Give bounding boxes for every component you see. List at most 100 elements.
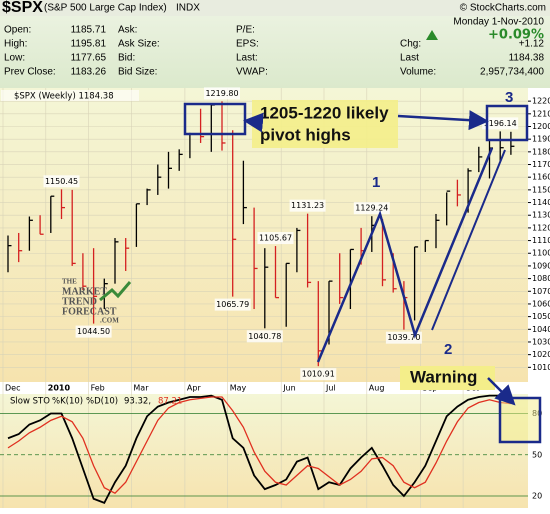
- sto-plot-bg: [0, 394, 528, 508]
- logo-text: THE: [62, 278, 77, 286]
- field-label: Bid:: [118, 53, 135, 64]
- legend-value: 93.32,: [124, 397, 151, 407]
- y-tick-label: 1040: [532, 325, 550, 334]
- y-tick-label: 1120: [532, 223, 550, 232]
- logo-text: TREND: [62, 296, 97, 307]
- value-label: 1065.79: [216, 300, 249, 309]
- label-bg: [482, 117, 519, 130]
- logo-text: MARKET: [62, 286, 107, 297]
- y-tick-label: 20: [532, 492, 542, 501]
- wave-label: 2: [444, 341, 452, 358]
- x-tick-label: 2010: [48, 384, 71, 393]
- change-pct: +0.09%: [488, 28, 544, 43]
- sto-line: [7, 394, 511, 505]
- field-label: Last:: [236, 53, 258, 64]
- arrow: [397, 110, 489, 131]
- exchange: INDX: [176, 3, 200, 14]
- label-bg: [257, 232, 294, 245]
- y-tick-label: 1130: [532, 211, 550, 220]
- wave-line: [431, 149, 506, 331]
- plots: 1010 1020 1030 1040 1050 1060 1070 1080 1090 1100…: [0, 87, 550, 508]
- field-value: 1195.81: [71, 39, 107, 50]
- field-label: VWAP:: [236, 67, 268, 78]
- x-tick-label: Dec: [5, 384, 20, 393]
- value-label: 1039.70: [387, 333, 420, 342]
- x-tick-label: Apr: [187, 384, 202, 393]
- field-label: Bid Size:: [118, 67, 157, 78]
- y-tick-label: 1080: [532, 274, 550, 283]
- value-label: 1010.91: [302, 370, 335, 379]
- y-tick-label: 1060: [532, 299, 550, 308]
- title-bg: [1, 90, 139, 101]
- field-value: 1184.38: [509, 53, 545, 64]
- arrow: [487, 377, 516, 406]
- label-bg: [353, 202, 390, 215]
- x-tick-label: Mar: [133, 384, 149, 393]
- field-label: Chg:: [400, 39, 421, 50]
- logo-text: FORECAST: [62, 306, 117, 317]
- y-tick-label: 1190: [532, 135, 550, 144]
- y-tick-label: 1010: [532, 363, 550, 372]
- y-tick-label: 1140: [532, 198, 550, 207]
- field-value: 2,957,734,400: [480, 67, 544, 78]
- x-tick-label: Aug: [369, 384, 385, 393]
- wave-label: 1: [372, 174, 380, 191]
- label-bg: [385, 331, 422, 344]
- value-label: 1129.24: [355, 204, 388, 213]
- y-tick-label: 1150: [532, 185, 550, 194]
- logo-text: .COM: [100, 317, 119, 325]
- note-box: [252, 100, 398, 148]
- y-tick-label: 50: [532, 450, 542, 459]
- value-label: 1131.23: [291, 201, 324, 210]
- title-band: [0, 0, 550, 16]
- value-label: 1196.14: [484, 119, 517, 128]
- field-label: Volume:: [400, 67, 436, 78]
- date: Monday 1-Nov-2010: [453, 17, 544, 28]
- value-label: 1105.67: [259, 234, 292, 243]
- legend-label: %K(10): [52, 397, 83, 407]
- note-line: 1205-1220 likely: [260, 103, 389, 122]
- field-label: Last: [400, 53, 419, 64]
- warning: Warning: [410, 367, 477, 386]
- y-tick-label: 1050: [532, 312, 550, 321]
- value-label: 1219.80: [205, 89, 238, 98]
- x-tick-label: Feb: [91, 384, 105, 393]
- up-triangle: [426, 30, 438, 40]
- label-bg: [214, 298, 251, 311]
- label-bg: [43, 175, 80, 188]
- field-label: High:: [4, 39, 27, 50]
- y-tick-label: 1110: [532, 236, 550, 245]
- label-bg: [75, 325, 112, 338]
- index-name: (S&P 500 Large Cap Index): [44, 3, 167, 14]
- panel-title: Slow STO: [10, 397, 50, 407]
- field-value: 1177.65: [71, 53, 107, 64]
- value-label: 1044.50: [77, 327, 110, 336]
- logo: THE MARKET TREND FORECAST .COM: [62, 278, 132, 325]
- value-label: 1040.78: [248, 332, 281, 341]
- warning-target-box: [498, 396, 542, 444]
- header-fields: Open: 1185.71 High: 1195.81 Low: 1177.65 Prev …: [4, 25, 544, 78]
- label-bg: [246, 330, 283, 343]
- y-tick-label: 1180: [532, 147, 550, 156]
- chart-title: $SPX (Weekly) 1184.38: [14, 92, 114, 102]
- field-label: EPS:: [236, 39, 259, 50]
- field-label: Prev Close:: [4, 67, 56, 78]
- field-label: Open:: [4, 25, 31, 36]
- field-value: +1.12: [519, 39, 545, 50]
- y-tick-label: 1170: [532, 160, 550, 169]
- note-line: pivot highs: [260, 125, 351, 144]
- symbol: $SPX: [2, 0, 43, 16]
- wave-line: [316, 147, 494, 363]
- legend-value: 87.21: [158, 397, 182, 407]
- y-tick-label: 1210: [532, 109, 550, 118]
- x-tick-label: Jun: [282, 384, 296, 393]
- label-bg: [300, 368, 337, 381]
- label-bg: [204, 87, 240, 100]
- field-value: 1185.71: [71, 25, 107, 36]
- y-tick-label: 1030: [532, 337, 550, 346]
- label-bg: [289, 199, 326, 212]
- arrow: [243, 112, 264, 133]
- field-label: Low:: [4, 53, 25, 64]
- pivot-box-right: [485, 104, 529, 142]
